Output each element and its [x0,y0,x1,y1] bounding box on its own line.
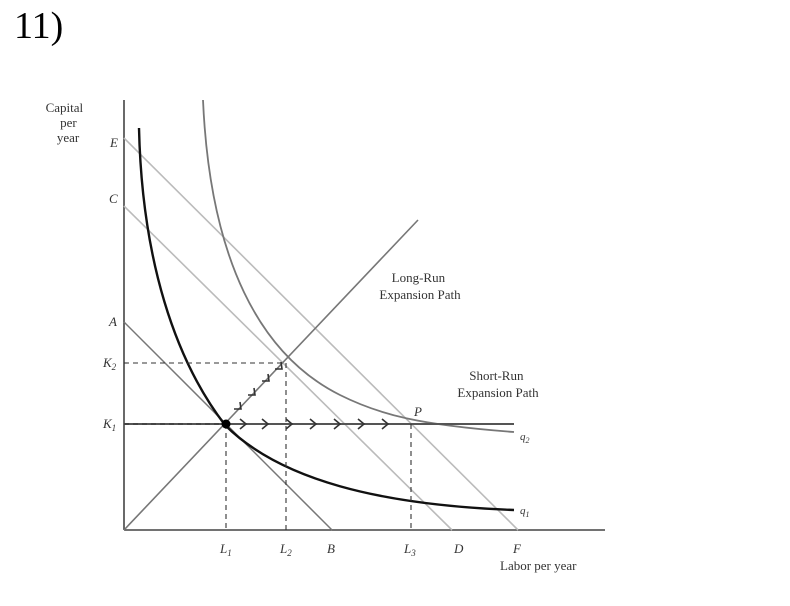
isoquant-q2 [202,99,515,433]
x-tick-l2: L2 [279,541,292,558]
long-run-expansion-path [123,219,419,531]
x-tick-l3: L3 [403,541,416,558]
short-run-expansion-label: Short-Run Expansion Path [457,368,539,400]
y-tick-a: A [108,314,117,329]
isoquant-q2-label: q2 [520,431,530,445]
isocost-line-ef [123,137,519,531]
isocost-line-cd [123,205,453,531]
question-number: 11) [14,5,64,47]
x-tick-l1: L1 [219,541,232,558]
x-tick-d: D [453,541,464,556]
long-run-expansion-label: Long-Run Expansion Path [379,270,461,302]
isoquant-q1-label: q1 [520,505,530,519]
y-axis-label: Capital per year [46,100,87,145]
y-tick-e: E [109,135,118,150]
point-p-label: P [413,404,422,419]
x-tick-b: B [327,541,335,556]
y-tick-k2: K2 [102,355,117,372]
y-tick-k1: K1 [102,416,116,433]
short-run-arrows [239,418,390,430]
isoquant-q1 [137,127,515,512]
long-run-arrows [234,361,283,410]
tangency-point [221,419,231,429]
x-axis-label: Labor per year [500,558,577,573]
y-tick-c: C [109,191,118,206]
x-tick-f: F [512,541,522,556]
